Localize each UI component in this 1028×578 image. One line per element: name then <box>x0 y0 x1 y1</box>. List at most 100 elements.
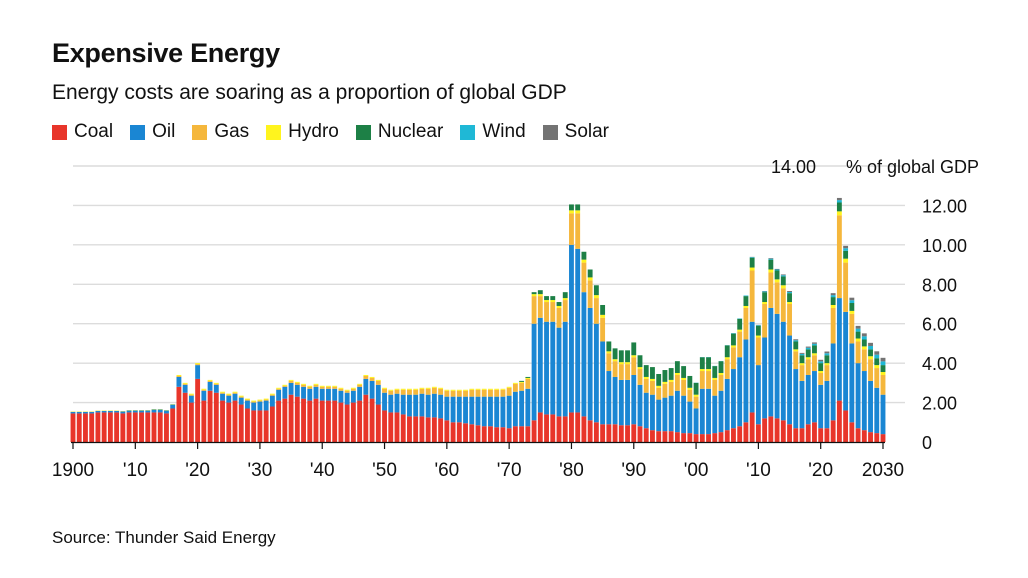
bar-segment-coal <box>400 414 406 442</box>
bar-segment-hydro <box>469 388 475 390</box>
bar-segment-gas <box>226 394 232 396</box>
bar-segment-oil <box>843 311 849 411</box>
bar-segment-wind <box>824 353 830 356</box>
bar-segment-gas <box>575 213 581 249</box>
bar-segment-hydro <box>332 385 338 387</box>
bar-segment-hydro <box>824 363 830 366</box>
bar-segment-hydro <box>182 382 188 384</box>
bar-segment-oil <box>132 410 138 413</box>
bar-segment-oil <box>182 384 188 393</box>
bar-segment-gas <box>450 390 456 397</box>
bar-segment-nuclear <box>762 292 768 303</box>
bar-segment-hydro <box>836 211 842 216</box>
bar-segment-gas <box>749 270 755 322</box>
bar-segment-oil <box>693 408 699 435</box>
bar-segment-coal <box>625 425 630 442</box>
x-tick-label: '70 <box>497 460 522 481</box>
bar-segment-gas <box>276 388 282 390</box>
bar-segment-coal <box>787 424 792 442</box>
bar-segment-hydro <box>251 400 257 402</box>
bar-segment-hydro <box>450 389 456 391</box>
chart-subtitle: Energy costs are soaring as a proportion… <box>52 81 567 104</box>
bar-segment-coal <box>170 408 176 442</box>
bar-segment-hydro <box>307 385 313 387</box>
bar-segment-coal <box>587 420 593 442</box>
bar-segment-hydro <box>805 357 811 360</box>
bar-segment-coal <box>681 433 687 442</box>
bar-segment-hydro <box>407 388 412 390</box>
bar-segment-hydro <box>419 387 425 389</box>
bar-segment-oil <box>699 388 705 435</box>
bar-segment-coal <box>89 413 95 442</box>
bar-segment-oil <box>637 384 643 427</box>
bar-segment-gas <box>257 400 263 402</box>
bar-segment-oil <box>737 357 743 427</box>
bar-segment-coal <box>350 402 356 442</box>
bar-segment-hydro <box>749 267 755 271</box>
bar-segment-nuclear <box>531 292 537 295</box>
bar-segment-coal <box>562 416 568 442</box>
bar-segment-solar <box>830 293 836 296</box>
bar-segment-gas <box>282 385 288 387</box>
bar-segment-gas <box>400 389 406 395</box>
bar-segment-coal <box>600 424 606 442</box>
bar-segment-coal <box>768 416 774 442</box>
bars <box>70 197 886 442</box>
bar-segment-oil <box>170 404 176 409</box>
bar-segment-oil <box>868 380 873 433</box>
bar-segment-hydro <box>425 387 431 389</box>
bar-segment-hydro <box>544 300 549 303</box>
bar-segment-nuclear <box>600 304 606 315</box>
legend-swatch-oil <box>130 124 146 140</box>
bar-segment-nuclear <box>581 251 587 260</box>
bar-segment-coal <box>313 398 319 442</box>
bar-segment-wind <box>855 328 861 332</box>
bar-segment-solar <box>780 274 786 276</box>
bar-segment-gas <box>569 213 574 245</box>
bar-segment-wind <box>749 257 755 258</box>
bar-segment-wind <box>805 347 811 350</box>
bar-segment-coal <box>525 426 531 442</box>
bar-segment-oil <box>774 313 780 419</box>
bar-segment-coal <box>830 420 836 442</box>
bar-segment-oil <box>849 343 855 423</box>
legend-swatch-coal <box>52 124 67 140</box>
bar-segment-coal <box>301 398 306 442</box>
bar-segment-oil <box>861 371 867 431</box>
bar-segment-coal <box>843 410 849 442</box>
bar-segment-coal <box>319 400 325 442</box>
bar-segment-oil <box>213 384 219 393</box>
bar-segment-gas <box>525 378 531 389</box>
bar-segment-hydro <box>600 314 606 318</box>
bar-segment-coal <box>101 412 107 442</box>
bar-segment-gas <box>488 389 493 397</box>
bar-segment-gas <box>581 262 587 293</box>
bar-segment-solar <box>812 342 817 344</box>
bar-segment-hydro <box>263 398 269 400</box>
bar-segment-coal <box>220 400 225 442</box>
bar-segment-wind <box>762 291 768 293</box>
bar-segment-solar <box>768 258 774 259</box>
bar-segment-gas <box>799 365 805 381</box>
x-tick-label: '20 <box>808 460 833 481</box>
bar-segment-hydro <box>674 373 680 375</box>
bar-segment-coal <box>469 424 475 442</box>
bar-segment-coal <box>575 412 581 442</box>
bar-segment-coal <box>743 422 749 442</box>
bar-segment-oil <box>288 382 294 395</box>
bar-segment-oil <box>525 388 531 427</box>
bar-segment-gas <box>812 355 817 372</box>
bar-segment-gas <box>519 382 525 391</box>
bar-segment-oil <box>114 410 120 413</box>
bar-segment-hydro <box>787 302 792 304</box>
bar-segment-oil <box>101 410 107 413</box>
x-tick-label: '60 <box>434 460 459 481</box>
bar-segment-wind <box>861 336 867 340</box>
bar-segment-gas <box>269 394 275 396</box>
bar-segment-coal <box>182 392 188 442</box>
bar-segment-oil <box>263 400 269 411</box>
bar-segment-hydro <box>681 377 687 380</box>
bar-segment-coal <box>849 422 855 442</box>
legend-label-oil: Oil <box>152 121 176 142</box>
bar-segment-hydro <box>525 377 531 379</box>
